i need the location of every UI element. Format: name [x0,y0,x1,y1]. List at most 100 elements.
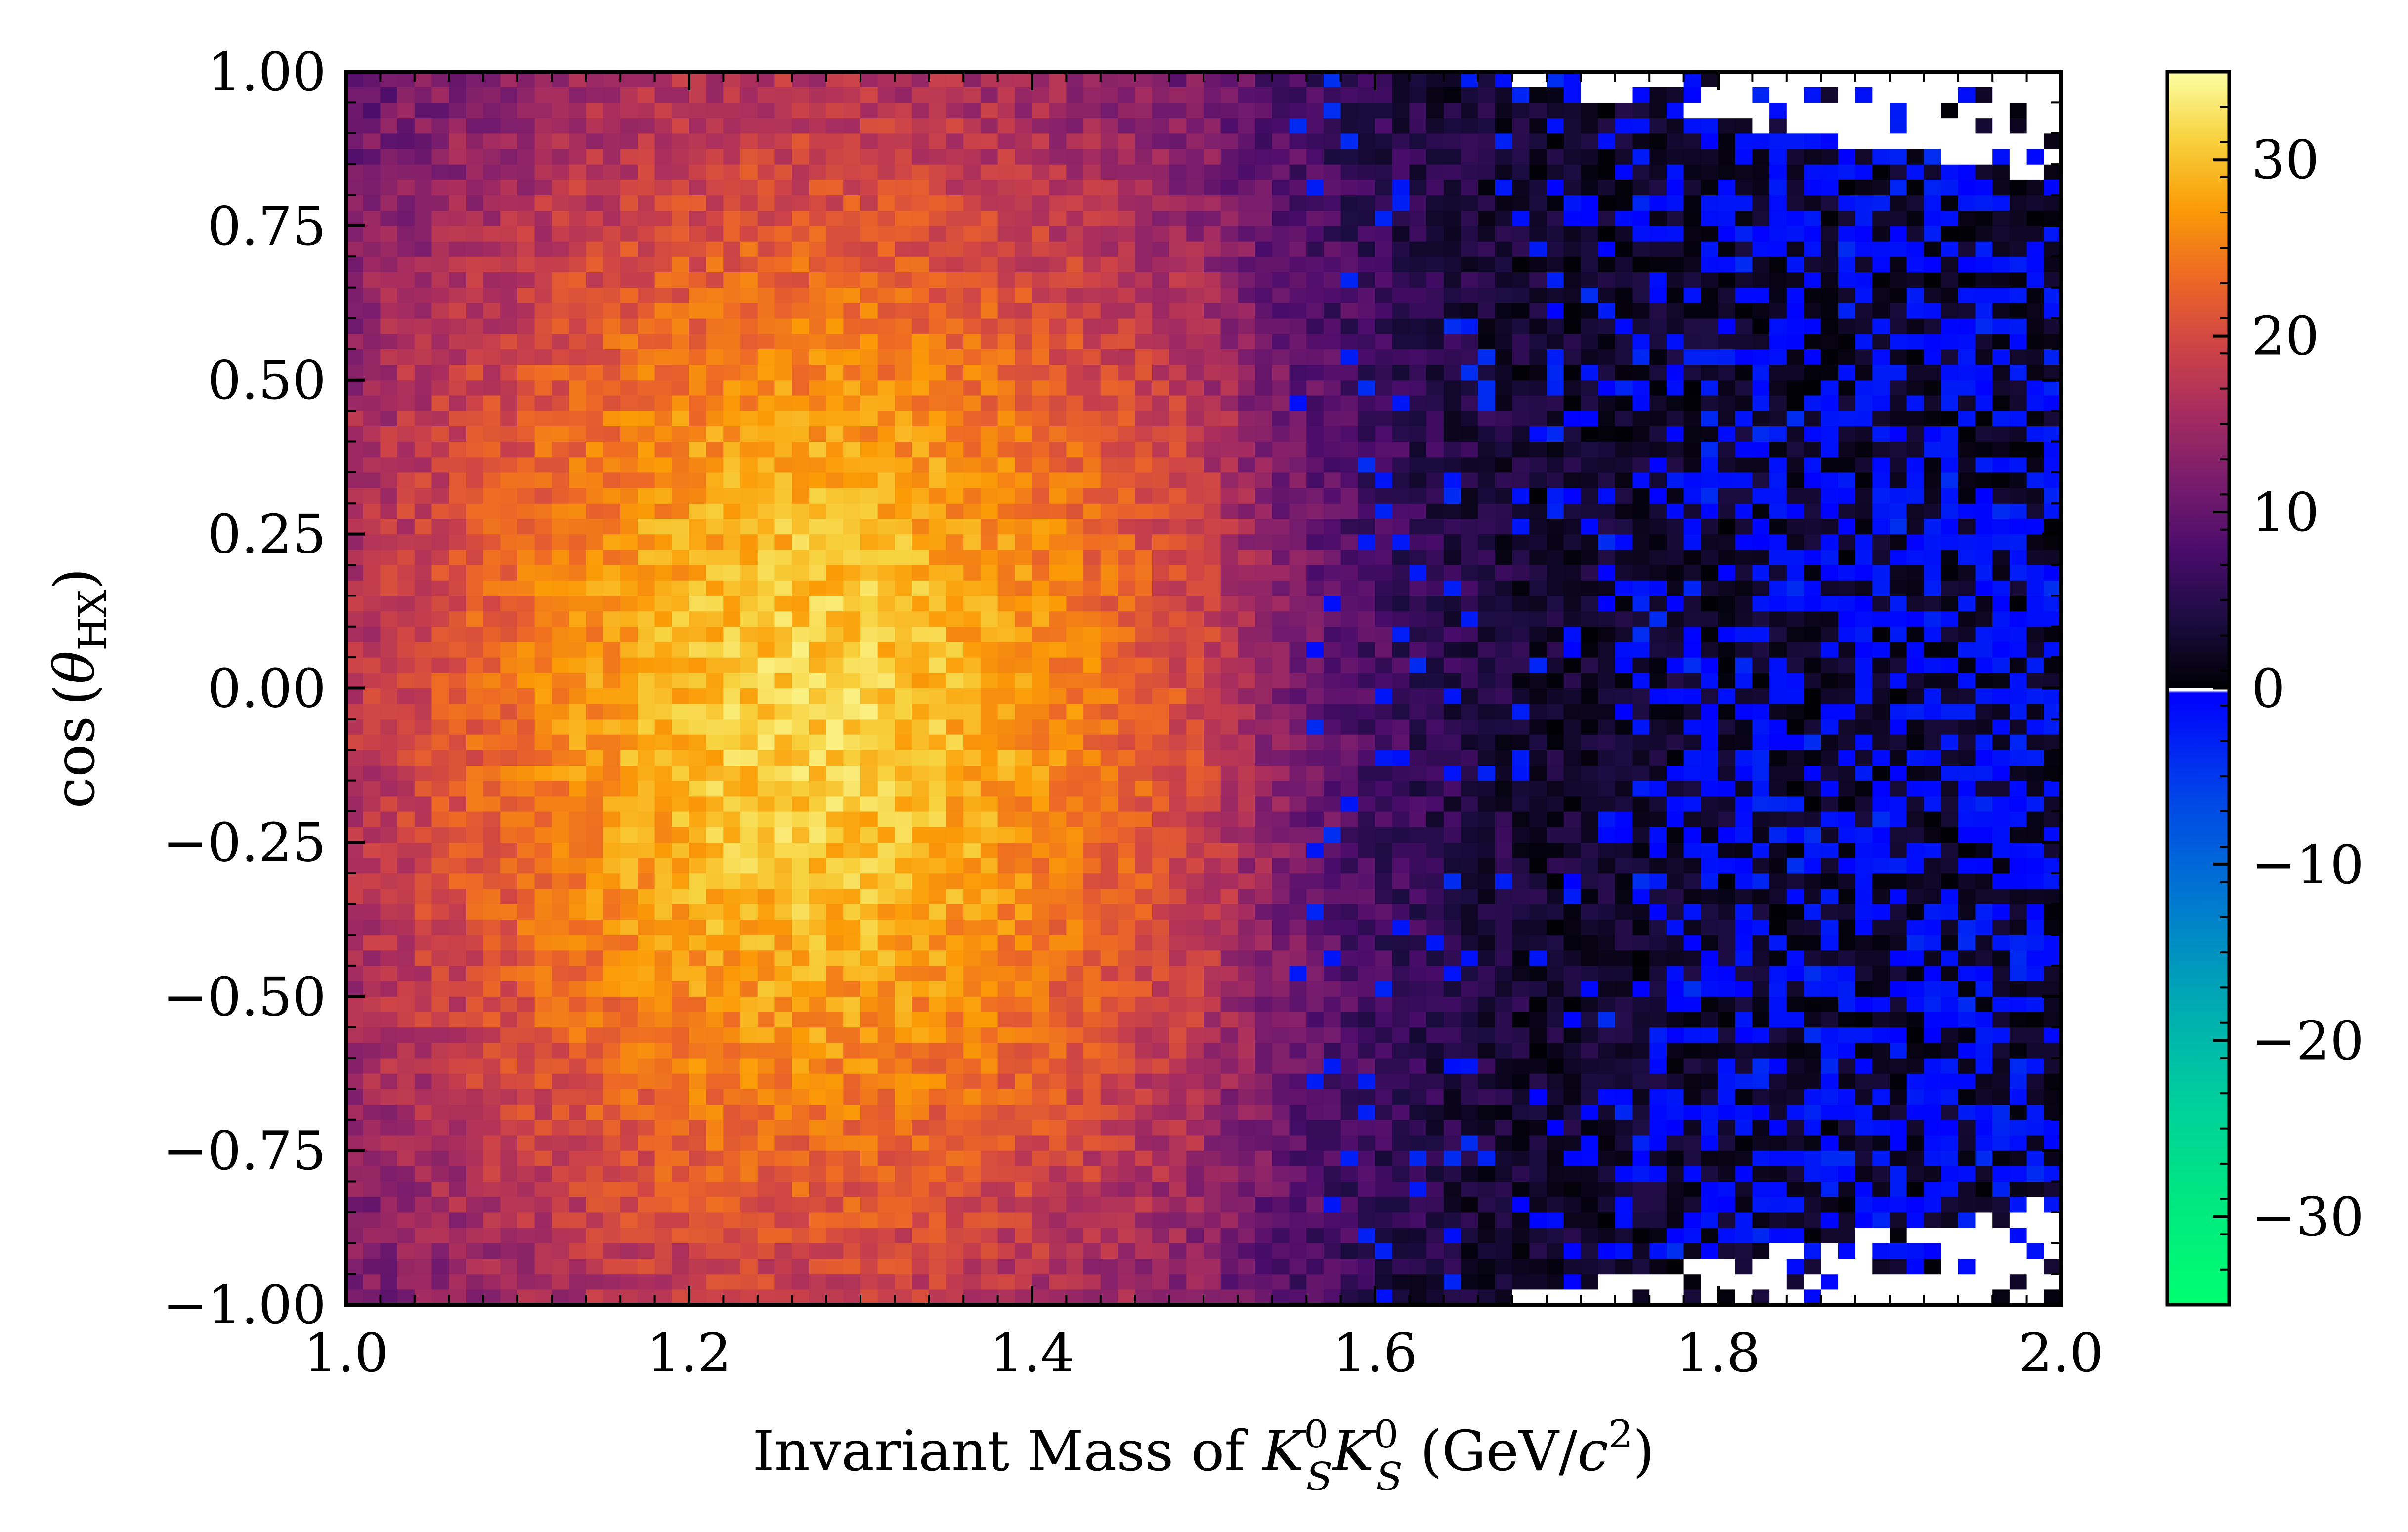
heatmap-cell [740,225,758,242]
heatmap-cell [809,904,827,920]
heatmap-cell [449,1289,467,1305]
heatmap-cell [997,626,1015,642]
heatmap-cell [586,965,604,981]
heatmap-cell [483,1089,501,1105]
heatmap-cell [620,1181,638,1197]
heatmap-cell [912,1274,930,1290]
heatmap-cell [792,1196,810,1213]
heatmap-cell [603,580,621,596]
heatmap-cell [380,441,398,458]
heatmap-cell [1169,1228,1187,1243]
heatmap-cell [877,364,895,381]
heatmap-cell [586,441,604,458]
heatmap-cell [1358,1058,1376,1074]
heatmap-cell [414,395,432,411]
heatmap-cell [774,950,792,966]
heatmap-cell [1186,919,1204,936]
heatmap-cell [723,873,741,889]
heatmap-cell [1186,472,1204,488]
heatmap-cell [1204,734,1221,750]
heatmap-cell [929,395,947,411]
heatmap-cell [689,688,707,704]
heatmap-cell [843,765,861,781]
heatmap-cell [1340,1196,1358,1213]
heatmap-cell [757,102,775,119]
heatmap-cell [1049,1042,1067,1059]
heatmap-cell [586,750,604,766]
heatmap-cell [895,488,912,504]
heatmap-cell [1066,1212,1084,1228]
heatmap-cell [654,72,672,87]
heatmap-cell [620,148,638,165]
heatmap-cell [929,580,947,596]
heatmap-cell [380,888,398,904]
heatmap-cell [1323,611,1341,627]
heatmap-cell [1152,904,1170,920]
heatmap-cell [517,873,535,889]
heatmap-cell [552,1166,569,1182]
heatmap-cell [912,657,930,673]
heatmap-cell [517,796,535,812]
heatmap-cell [500,904,518,920]
heatmap-cell [1049,195,1067,211]
heatmap-cell [552,380,569,396]
heatmap-cell [397,796,415,812]
heatmap-cell [637,102,655,119]
heatmap-cell [1152,873,1170,889]
heatmap-cell [774,734,792,750]
heatmap-cell [1135,657,1153,673]
heatmap-cell [431,827,449,843]
heatmap-cell [723,1289,741,1305]
heatmap-cell [654,765,672,781]
heatmap-cell [346,1119,364,1136]
heatmap-cell [449,164,467,180]
heatmap-cell [1358,395,1376,411]
heatmap-cell [1204,688,1221,704]
heatmap-cell [877,981,895,997]
heatmap-cell [1152,241,1170,257]
heatmap-cell [466,256,484,273]
heatmap-cell [1255,1104,1273,1120]
heatmap-cell [860,302,878,319]
heatmap-cell [1118,272,1135,288]
heatmap-cell [380,1196,398,1213]
heatmap-cell [997,765,1015,781]
heatmap-cell [740,179,758,196]
heatmap-cell [1306,133,1324,149]
heatmap-cell [1358,380,1376,396]
heatmap-cell [826,133,844,149]
heatmap-cell [1289,503,1307,519]
heatmap-cell [723,750,741,766]
heatmap-cell [483,1289,501,1305]
heatmap-cell [826,950,844,966]
heatmap-cell [1255,780,1273,797]
heatmap-cell [1049,72,1067,87]
heatmap-cell [586,641,604,658]
heatmap-cell [569,888,587,904]
heatmap-cell [1032,1212,1050,1228]
heatmap-cell [877,1212,895,1228]
heatmap-cell [706,1243,724,1259]
heatmap-cell [620,318,638,334]
heatmap-cell [1118,996,1135,1013]
heatmap-cell [1169,102,1187,119]
heatmap-cell [363,395,381,411]
heatmap-cell [1118,904,1135,920]
heatmap-cell [757,1089,775,1105]
heatmap-cell [620,349,638,365]
heatmap-cell [569,1012,587,1028]
heatmap-cell [792,626,810,642]
heatmap-cell [929,1228,947,1243]
heatmap-cell [1135,1258,1153,1275]
heatmap-cell [414,272,432,288]
heatmap-cell [449,996,467,1013]
heatmap-cell [895,272,912,288]
heatmap-cell [654,888,672,904]
heatmap-cell [860,380,878,396]
heatmap-cell [603,164,621,180]
heatmap-cell [603,996,621,1013]
heatmap-cell [980,195,998,211]
heatmap-cell [1409,811,1427,827]
heatmap-cell [1289,133,1307,149]
heatmap-cell [1169,72,1187,87]
